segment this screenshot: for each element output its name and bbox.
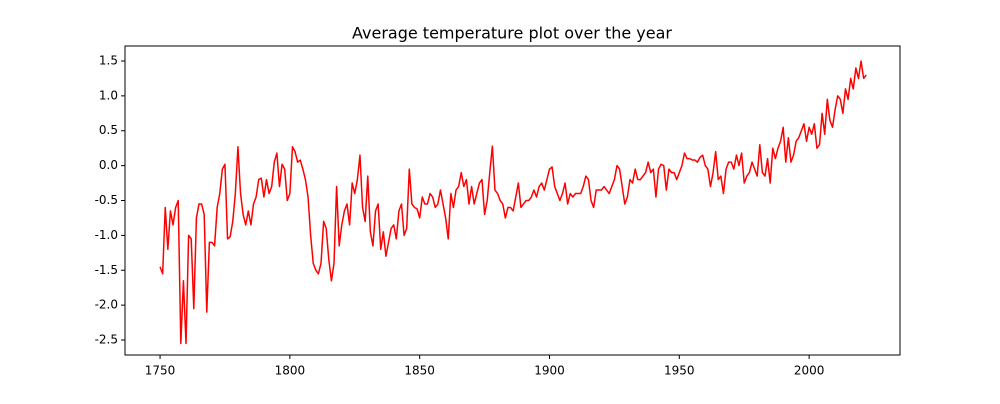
chart-title: Average temperature plot over the year [352, 24, 672, 43]
y-tick-label: -2.0 [95, 298, 118, 312]
y-tick-label: 0.0 [99, 158, 118, 172]
y-tick-label: -2.5 [95, 333, 118, 347]
y-tick-label: 0.5 [99, 123, 118, 137]
y-tick-label: -1.5 [95, 263, 118, 277]
x-tick-label: 1900 [534, 364, 565, 378]
x-tick-label: 1950 [664, 364, 695, 378]
x-tick-label: 1850 [404, 364, 435, 378]
line-series [159, 60, 867, 345]
y-tick-label: -1.0 [95, 228, 118, 242]
x-tick-label: 2000 [794, 364, 825, 378]
y-tick-label: 1.5 [99, 53, 118, 67]
y-tick-label: 1.0 [99, 88, 118, 102]
x-tick-label: 1800 [275, 364, 306, 378]
x-tick-label: 1750 [145, 364, 176, 378]
y-tick-label: -0.5 [95, 193, 118, 207]
